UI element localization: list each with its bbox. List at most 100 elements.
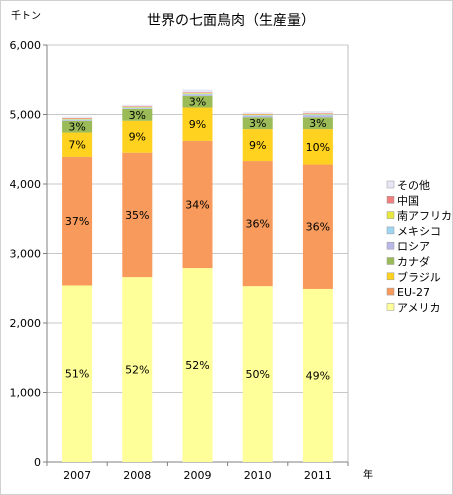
bar-segment (62, 120, 93, 121)
bar-data-label: 10% (306, 141, 330, 154)
bar-segment (122, 152, 153, 278)
legend-label: 中国 (397, 194, 419, 207)
y-tick-label: 0 (34, 456, 41, 469)
bar-segment (182, 107, 213, 141)
legend-swatch (386, 272, 395, 281)
bar-segment (302, 117, 333, 130)
y-tick-label: 3,000 (10, 248, 42, 261)
bar-segment (62, 118, 93, 120)
bar-segment (62, 156, 93, 286)
bar-data-label: 52% (125, 364, 149, 377)
legend-label: ロシア (397, 240, 430, 253)
legend-swatch (386, 196, 395, 204)
bar-segment (62, 116, 93, 118)
bar-segment (302, 111, 333, 114)
bar-segment (302, 114, 333, 116)
y-tick-label: 6,000 (10, 39, 42, 52)
legend-swatch (386, 257, 395, 265)
legend-label: アメリカ (397, 301, 440, 314)
legend-label: カナダ (397, 255, 430, 269)
y-tick-label: 1,000 (10, 387, 42, 400)
bar-data-label: 3% (68, 121, 85, 134)
bar-segment (302, 113, 333, 114)
bar-data-label: 50% (245, 368, 269, 381)
bar-segment (182, 95, 213, 108)
x-tick-label: 2011 (304, 469, 332, 482)
bar-segment (242, 161, 273, 287)
bar-segment (62, 285, 93, 462)
bar-data-label: 36% (245, 218, 269, 231)
bar-segment (242, 114, 273, 116)
legend-label: 南アフリカ (397, 210, 452, 223)
legend-swatch (386, 303, 395, 311)
bar-segment (302, 129, 333, 165)
bar-data-label: 37% (65, 215, 89, 228)
plot-area: 0 1,000 2,000 3,000 4,000 5,000 6,000 51% 37% 7% 3… (10, 39, 349, 482)
legend-label: EU-27 (397, 286, 430, 299)
bar-data-label: 9% (249, 139, 266, 152)
x-tick-label: 2008 (123, 469, 151, 482)
legend-swatch (386, 287, 395, 296)
bar-segment (122, 106, 153, 108)
x-tick-label: 2009 (184, 469, 212, 482)
bar-data-label: 36% (306, 221, 330, 234)
bar-segment (242, 112, 273, 114)
bar-data-label: 9% (129, 131, 146, 144)
y-tick-label: 4,000 (10, 178, 42, 191)
bar-data-label: 3% (309, 117, 326, 130)
bar-segment (122, 120, 153, 153)
bar-segment (182, 92, 213, 94)
bar-segment (242, 286, 273, 462)
bar-data-label: 49% (306, 369, 330, 382)
bar-data-label: 9% (189, 118, 206, 131)
bar-data-label: 3% (129, 109, 146, 122)
bar-segment (302, 164, 333, 289)
bar-data-label: 7% (68, 139, 85, 152)
x-tick-label: 2010 (244, 469, 272, 482)
bar-segment (182, 93, 213, 95)
bar-segment (242, 115, 273, 118)
bar-segment (182, 94, 213, 96)
bar-data-label: 3% (189, 96, 206, 109)
bar-segment (302, 115, 333, 118)
bar-segment (122, 104, 153, 107)
legend-swatch (386, 180, 395, 189)
bar-segment (182, 140, 213, 269)
bar-segment (242, 113, 273, 115)
legend-label: その他 (397, 179, 430, 192)
bar-segment (242, 115, 273, 116)
y-axis-unit-label: 千トン (11, 10, 41, 22)
bar-data-label: 3% (249, 117, 266, 130)
bar-segment (122, 107, 153, 109)
legend-swatch (386, 211, 395, 219)
bar-segment (182, 89, 213, 93)
bar-data-label: 51% (65, 368, 89, 381)
bar-segment (62, 120, 93, 133)
bar-segment (122, 277, 153, 462)
bar-segment (62, 119, 93, 121)
bar-segment (122, 108, 153, 109)
y-tick-label: 2,000 (10, 317, 42, 330)
legend-swatch (386, 241, 395, 250)
legend-label: ブラジル (397, 270, 441, 284)
x-axis-unit-label: 年 (363, 468, 373, 481)
bar-segment (302, 288, 333, 462)
bar-segment (122, 106, 153, 107)
legend-label: メキシコ (397, 225, 441, 238)
bar-segment (182, 268, 213, 462)
bar-segment (62, 117, 93, 119)
bar-segment (182, 92, 213, 93)
bar-segment (242, 129, 273, 162)
legend-swatch (386, 226, 395, 235)
x-tick-label: 2007 (63, 469, 91, 482)
bar-segment (62, 132, 93, 157)
bar-segment (122, 108, 153, 121)
bar-segment (242, 117, 273, 130)
bar-segment (302, 113, 333, 115)
chart-title: 世界の七面鳥肉（生産量） (147, 13, 315, 29)
y-tick-label: 5,000 (10, 109, 42, 122)
bar-data-label: 34% (185, 199, 209, 212)
